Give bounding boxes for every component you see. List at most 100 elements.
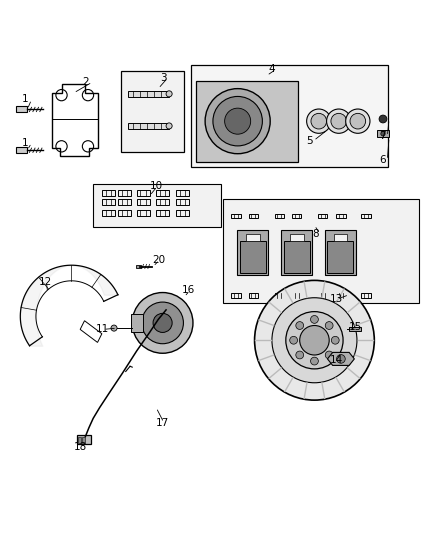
Bar bbox=[377, 130, 389, 137]
Bar bbox=[361, 214, 371, 218]
Bar bbox=[156, 190, 169, 196]
Circle shape bbox=[296, 321, 304, 329]
Bar bbox=[231, 293, 241, 298]
Bar bbox=[328, 241, 353, 272]
Circle shape bbox=[325, 321, 333, 329]
Circle shape bbox=[111, 325, 117, 331]
Bar bbox=[16, 107, 27, 112]
Bar bbox=[176, 210, 189, 216]
Bar bbox=[131, 314, 143, 332]
Text: 17: 17 bbox=[156, 418, 170, 427]
Circle shape bbox=[296, 351, 304, 359]
Bar bbox=[78, 437, 81, 442]
Polygon shape bbox=[328, 352, 354, 366]
Circle shape bbox=[307, 109, 331, 133]
Bar bbox=[137, 199, 150, 205]
Bar bbox=[128, 123, 169, 129]
Bar bbox=[284, 241, 310, 272]
Bar bbox=[176, 199, 189, 205]
Bar bbox=[176, 190, 189, 196]
Text: 2: 2 bbox=[82, 77, 89, 87]
Circle shape bbox=[332, 336, 339, 344]
Bar bbox=[325, 230, 356, 275]
Text: 6: 6 bbox=[379, 155, 386, 165]
Text: 18: 18 bbox=[74, 441, 87, 451]
Bar bbox=[281, 230, 312, 275]
Bar bbox=[292, 293, 301, 298]
Bar bbox=[336, 293, 346, 298]
Bar bbox=[290, 235, 304, 241]
Circle shape bbox=[166, 91, 172, 97]
Bar bbox=[275, 214, 284, 218]
Bar bbox=[118, 210, 131, 216]
Bar bbox=[77, 435, 92, 445]
Circle shape bbox=[142, 302, 184, 344]
Bar bbox=[336, 214, 346, 218]
Bar bbox=[318, 214, 328, 218]
Bar bbox=[318, 293, 328, 298]
Bar bbox=[333, 235, 347, 241]
Bar bbox=[248, 293, 258, 298]
Circle shape bbox=[350, 114, 366, 129]
Text: 1: 1 bbox=[21, 138, 28, 148]
Bar bbox=[240, 241, 266, 272]
Bar bbox=[137, 190, 150, 196]
Text: 3: 3 bbox=[160, 73, 167, 83]
Circle shape bbox=[346, 109, 370, 133]
Circle shape bbox=[166, 123, 172, 129]
Text: 1: 1 bbox=[21, 94, 28, 104]
Circle shape bbox=[205, 88, 270, 154]
Circle shape bbox=[213, 96, 262, 146]
Bar bbox=[102, 199, 115, 205]
Bar bbox=[136, 265, 141, 268]
Text: 8: 8 bbox=[312, 229, 319, 239]
Circle shape bbox=[311, 316, 318, 324]
Bar bbox=[275, 293, 284, 298]
Circle shape bbox=[311, 357, 318, 365]
Circle shape bbox=[327, 109, 351, 133]
Circle shape bbox=[286, 312, 343, 369]
Bar bbox=[128, 91, 169, 97]
Circle shape bbox=[336, 354, 345, 364]
Bar bbox=[223, 199, 419, 303]
Bar bbox=[137, 210, 150, 216]
Bar bbox=[156, 210, 169, 216]
Text: 15: 15 bbox=[349, 322, 362, 332]
Bar bbox=[118, 190, 131, 196]
Bar bbox=[102, 190, 115, 196]
Circle shape bbox=[272, 298, 357, 383]
Circle shape bbox=[325, 351, 333, 359]
Bar bbox=[361, 293, 371, 298]
Circle shape bbox=[331, 114, 346, 129]
Circle shape bbox=[300, 326, 329, 355]
Circle shape bbox=[311, 114, 327, 129]
Bar bbox=[237, 230, 268, 275]
Circle shape bbox=[225, 108, 251, 134]
Text: 7: 7 bbox=[379, 131, 386, 141]
Circle shape bbox=[290, 336, 297, 344]
Text: 20: 20 bbox=[152, 255, 165, 265]
Bar bbox=[16, 147, 27, 154]
Text: 13: 13 bbox=[330, 294, 343, 304]
Bar bbox=[191, 65, 388, 167]
Bar bbox=[292, 214, 301, 218]
Text: 12: 12 bbox=[39, 277, 52, 287]
Bar bbox=[156, 199, 169, 205]
Text: 11: 11 bbox=[95, 325, 109, 334]
Bar bbox=[246, 235, 260, 241]
Text: 5: 5 bbox=[306, 136, 312, 146]
Bar bbox=[248, 214, 258, 218]
Circle shape bbox=[254, 280, 374, 400]
Text: 10: 10 bbox=[150, 181, 162, 191]
Circle shape bbox=[132, 293, 193, 353]
Text: 16: 16 bbox=[182, 285, 195, 295]
Circle shape bbox=[153, 313, 172, 333]
Circle shape bbox=[381, 132, 385, 136]
Bar bbox=[93, 184, 221, 228]
Bar bbox=[231, 214, 241, 218]
Bar bbox=[349, 327, 361, 330]
Polygon shape bbox=[196, 81, 298, 161]
Bar bbox=[121, 71, 184, 151]
Circle shape bbox=[379, 115, 387, 123]
Bar bbox=[82, 437, 85, 442]
